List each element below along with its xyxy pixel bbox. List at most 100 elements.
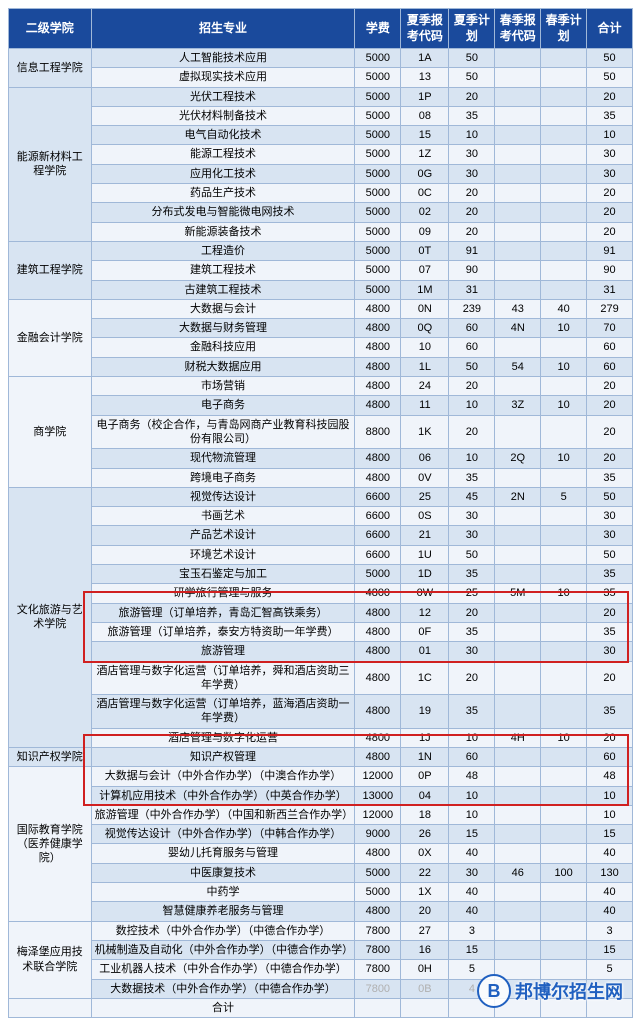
table-row: 产品艺术设计6600213030 bbox=[9, 526, 633, 545]
major-cell: 旅游管理（中外合作办学）（中国和新西兰合作办学） bbox=[91, 805, 355, 824]
summer-code-cell: 25 bbox=[401, 487, 449, 506]
summer-plan-cell: 30 bbox=[449, 526, 495, 545]
summer-code-cell: 1U bbox=[401, 545, 449, 564]
college-cell: 信息工程学院 bbox=[9, 49, 92, 88]
total-cell: 91 bbox=[587, 241, 633, 260]
major-cell: 电子商务（校企合作，与青岛网商产业教育科技园股份有限公司） bbox=[91, 415, 355, 449]
major-cell: 虚拟现实技术应用 bbox=[91, 68, 355, 87]
watermark-logo: B 邦博尔招生网 bbox=[477, 974, 623, 1008]
summer-code-cell: 01 bbox=[401, 642, 449, 661]
spring-plan-cell bbox=[541, 145, 587, 164]
total-cell: 20 bbox=[587, 203, 633, 222]
table-row: 电子商务（校企合作，与青岛网商产业教育科技园股份有限公司）88001K2020 bbox=[9, 415, 633, 449]
table-row: 中医康复技术5000223046100130 bbox=[9, 863, 633, 882]
major-cell: 酒店管理与数字化运营（订单培养，蓝海酒店资助一年学费） bbox=[91, 695, 355, 729]
spring-code-cell bbox=[495, 184, 541, 203]
major-cell: 中医康复技术 bbox=[91, 863, 355, 882]
table-row: 梅泽堡应用技术联合学院数控技术（中外合作办学）（中德合作办学）78002733 bbox=[9, 921, 633, 940]
summer-code-cell: 10 bbox=[401, 338, 449, 357]
fee-cell: 4800 bbox=[355, 747, 401, 766]
spring-code-cell bbox=[495, 642, 541, 661]
major-cell: 旅游管理 bbox=[91, 642, 355, 661]
table-row: 能源工程技术50001Z3030 bbox=[9, 145, 633, 164]
table-row: 能源新材料工程学院光伏工程技术50001P2020 bbox=[9, 87, 633, 106]
summer-code-cell: 26 bbox=[401, 825, 449, 844]
summer-plan-cell: 25 bbox=[449, 584, 495, 603]
spring-code-cell bbox=[495, 261, 541, 280]
spring-plan-cell: 10 bbox=[541, 357, 587, 376]
spring-code-cell bbox=[495, 695, 541, 729]
spring-code-cell bbox=[495, 565, 541, 584]
spring-plan-cell bbox=[541, 68, 587, 87]
spring-plan-cell bbox=[541, 415, 587, 449]
fee-cell: 5000 bbox=[355, 280, 401, 299]
table-row: 酒店管理与数字化运营48001J104H1020 bbox=[9, 728, 633, 747]
summer-plan-cell: 35 bbox=[449, 106, 495, 125]
spring-code-cell bbox=[495, 767, 541, 786]
fee-cell: 4800 bbox=[355, 642, 401, 661]
spring-code-cell bbox=[495, 805, 541, 824]
summer-code-cell: 1N bbox=[401, 747, 449, 766]
summer-code-cell: 06 bbox=[401, 449, 449, 468]
total-cell: 70 bbox=[587, 319, 633, 338]
summer-plan-cell: 50 bbox=[449, 49, 495, 68]
total-cell: 30 bbox=[587, 642, 633, 661]
major-cell: 智慧健康养老服务与管理 bbox=[91, 902, 355, 921]
college-cell: 梅泽堡应用技术联合学院 bbox=[9, 921, 92, 998]
spring-code-cell bbox=[495, 883, 541, 902]
major-cell: 工程造价 bbox=[91, 241, 355, 260]
spring-code-cell bbox=[495, 203, 541, 222]
total-cell: 40 bbox=[587, 902, 633, 921]
total-cell: 60 bbox=[587, 338, 633, 357]
col-fee: 学费 bbox=[355, 9, 401, 49]
major-cell: 大数据技术（中外合作办学）（中德合作办学） bbox=[91, 979, 355, 998]
spring-plan-cell: 5 bbox=[541, 487, 587, 506]
major-cell: 视觉传达设计 bbox=[91, 487, 355, 506]
total-cell: 50 bbox=[587, 49, 633, 68]
fee-cell: 5000 bbox=[355, 883, 401, 902]
spring-code-cell bbox=[495, 68, 541, 87]
total-cell: 30 bbox=[587, 507, 633, 526]
summer-plan-cell: 20 bbox=[449, 603, 495, 622]
summer-code-cell: 20 bbox=[401, 902, 449, 921]
college-cell: 国际教育学院（医养健康学院） bbox=[9, 767, 92, 921]
summer-plan-cell: 30 bbox=[449, 507, 495, 526]
major-cell: 大数据与财务管理 bbox=[91, 319, 355, 338]
summer-plan-cell: 30 bbox=[449, 642, 495, 661]
spring-plan-cell bbox=[541, 164, 587, 183]
spring-code-cell bbox=[495, 49, 541, 68]
total-cell: 50 bbox=[587, 68, 633, 87]
spring-plan-cell bbox=[541, 786, 587, 805]
spring-code-cell: 46 bbox=[495, 863, 541, 882]
college-cell: 商学院 bbox=[9, 377, 92, 488]
spring-plan-cell: 10 bbox=[541, 584, 587, 603]
fee-cell: 7800 bbox=[355, 979, 401, 998]
fee-cell: 5000 bbox=[355, 68, 401, 87]
spring-code-cell bbox=[495, 415, 541, 449]
major-cell: 能源工程技术 bbox=[91, 145, 355, 164]
spring-plan-cell bbox=[541, 507, 587, 526]
spring-code-cell: 4N bbox=[495, 319, 541, 338]
spring-plan-cell bbox=[541, 642, 587, 661]
table-row: 分布式发电与智能微电网技术5000022020 bbox=[9, 203, 633, 222]
summer-code-cell: 0S bbox=[401, 507, 449, 526]
total-cell: 20 bbox=[587, 87, 633, 106]
spring-plan-cell: 100 bbox=[541, 863, 587, 882]
spring-plan-cell bbox=[541, 377, 587, 396]
spring-code-cell: 5M bbox=[495, 584, 541, 603]
summer-plan-cell: 91 bbox=[449, 241, 495, 260]
spring-plan-cell bbox=[541, 261, 587, 280]
fee-cell: 6600 bbox=[355, 487, 401, 506]
summer-plan-cell: 50 bbox=[449, 545, 495, 564]
total-cell: 35 bbox=[587, 565, 633, 584]
table-row: 宝玉石鉴定与加工50001D3535 bbox=[9, 565, 633, 584]
spring-code-cell: 2Q bbox=[495, 449, 541, 468]
summer-plan-cell: 10 bbox=[449, 728, 495, 747]
table-row: 虚拟现实技术应用5000135050 bbox=[9, 68, 633, 87]
fee-cell: 6600 bbox=[355, 545, 401, 564]
summer-code-cell: 15 bbox=[401, 126, 449, 145]
spring-plan-cell bbox=[541, 280, 587, 299]
summer-code-cell: 0Q bbox=[401, 319, 449, 338]
major-cell: 知识产权管理 bbox=[91, 747, 355, 766]
summer-code-cell: 0H bbox=[401, 960, 449, 979]
